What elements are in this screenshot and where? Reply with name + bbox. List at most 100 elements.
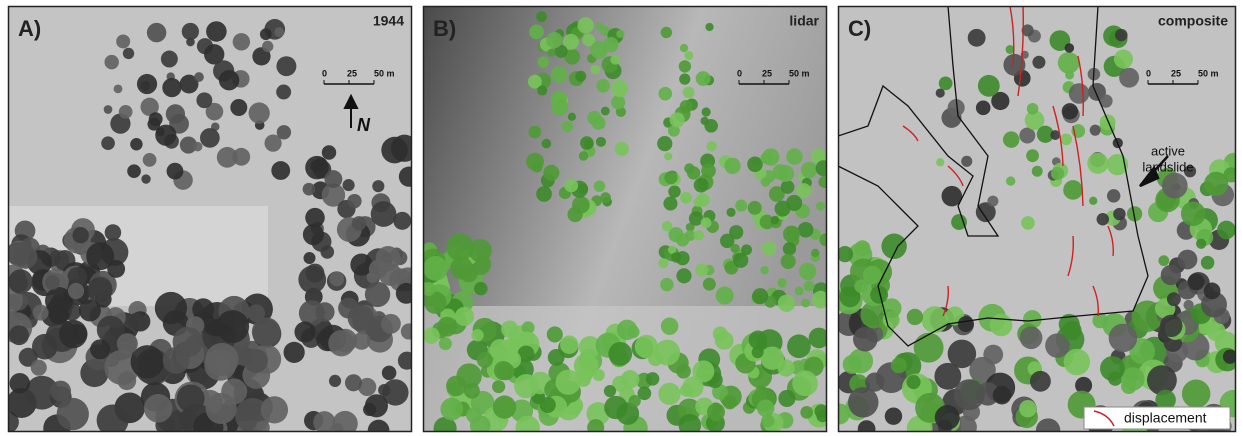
canopy: [853, 327, 878, 352]
panel-label: A): [18, 16, 41, 41]
canopy: [694, 230, 705, 241]
canopy: [186, 38, 195, 47]
canopy: [303, 183, 316, 196]
canopy: [123, 48, 134, 59]
canopy: [232, 148, 250, 166]
canopy: [891, 357, 907, 373]
canopy: [705, 23, 713, 31]
canopy: [137, 74, 157, 94]
canopy: [590, 65, 600, 75]
canopy: [194, 72, 204, 82]
canopy: [537, 85, 547, 95]
canopy: [542, 139, 552, 149]
canopy: [144, 394, 173, 423]
canopy: [396, 283, 417, 304]
canopy: [551, 99, 568, 116]
canopy: [196, 92, 212, 108]
canopy: [391, 135, 418, 162]
canopy: [760, 266, 768, 274]
canopy: [616, 30, 624, 38]
canopy: [662, 221, 672, 231]
canopy: [1114, 50, 1133, 69]
canopy: [492, 380, 505, 393]
canopy: [114, 84, 123, 93]
canopy: [680, 192, 692, 204]
canopy: [778, 295, 795, 312]
canopy: [676, 233, 689, 246]
canopy: [303, 252, 315, 264]
scale-label: 0: [1146, 68, 1151, 78]
canopy: [1181, 201, 1206, 226]
canopy: [347, 194, 361, 208]
canopy: [1161, 265, 1181, 285]
canopy: [1032, 166, 1043, 177]
canopy: [854, 279, 868, 293]
canopy: [9, 325, 29, 345]
panel: A)194402550 mN: [0, 6, 420, 436]
canopy: [1100, 356, 1125, 381]
scale-label: 50 m: [374, 68, 395, 78]
canopy: [345, 374, 362, 391]
canopy: [1069, 83, 1089, 103]
canopy: [907, 309, 923, 325]
canopy: [127, 164, 141, 178]
canopy: [261, 396, 288, 423]
scale-label: 50 m: [1198, 68, 1219, 78]
canopy: [536, 11, 547, 22]
canopy: [663, 197, 677, 211]
canopy: [155, 125, 176, 146]
canopy: [8, 269, 32, 293]
canopy: [343, 179, 355, 191]
canopy: [147, 23, 166, 42]
canopy: [596, 22, 604, 30]
canopy: [560, 336, 578, 354]
canopy: [660, 278, 674, 292]
canopy: [579, 151, 588, 160]
canopy: [683, 87, 695, 99]
canopy: [694, 178, 709, 193]
canopy: [32, 334, 58, 360]
canopy: [601, 107, 610, 116]
canopy: [795, 286, 804, 295]
canopy: [1196, 239, 1206, 249]
canopy: [378, 384, 390, 396]
canopy: [596, 137, 606, 147]
canopy: [580, 136, 593, 149]
canopy: [658, 87, 672, 101]
canopy: [594, 180, 606, 192]
canopy: [608, 342, 632, 366]
canopy: [546, 32, 562, 48]
canopy: [372, 180, 384, 192]
canopy: [604, 385, 616, 397]
canopy: [1160, 315, 1182, 337]
canopy: [1021, 216, 1035, 230]
canopy: [166, 104, 185, 123]
canopy: [562, 121, 573, 132]
canopy: [547, 326, 563, 342]
canopy: [501, 320, 518, 337]
scale-label: 25: [347, 68, 357, 78]
canopy: [702, 107, 711, 116]
canopy: [1109, 324, 1138, 353]
canopy: [701, 163, 716, 178]
canopy: [762, 148, 779, 165]
canopy: [676, 268, 691, 283]
canopy: [752, 288, 768, 304]
canopy: [983, 345, 1003, 365]
canopy: [322, 145, 336, 159]
canopy: [629, 395, 641, 407]
canopy: [324, 170, 342, 188]
canopy: [50, 381, 71, 402]
canopy: [939, 77, 953, 91]
canopy: [1182, 380, 1211, 409]
canopy: [455, 307, 474, 326]
canopy: [1060, 133, 1072, 145]
canopy: [540, 397, 556, 413]
canopy: [440, 398, 463, 421]
canopy: [670, 112, 685, 127]
canopy: [365, 282, 390, 307]
canopy: [1027, 103, 1039, 115]
canopy: [149, 112, 163, 126]
canopy: [1092, 313, 1107, 328]
canopy: [1158, 255, 1169, 266]
